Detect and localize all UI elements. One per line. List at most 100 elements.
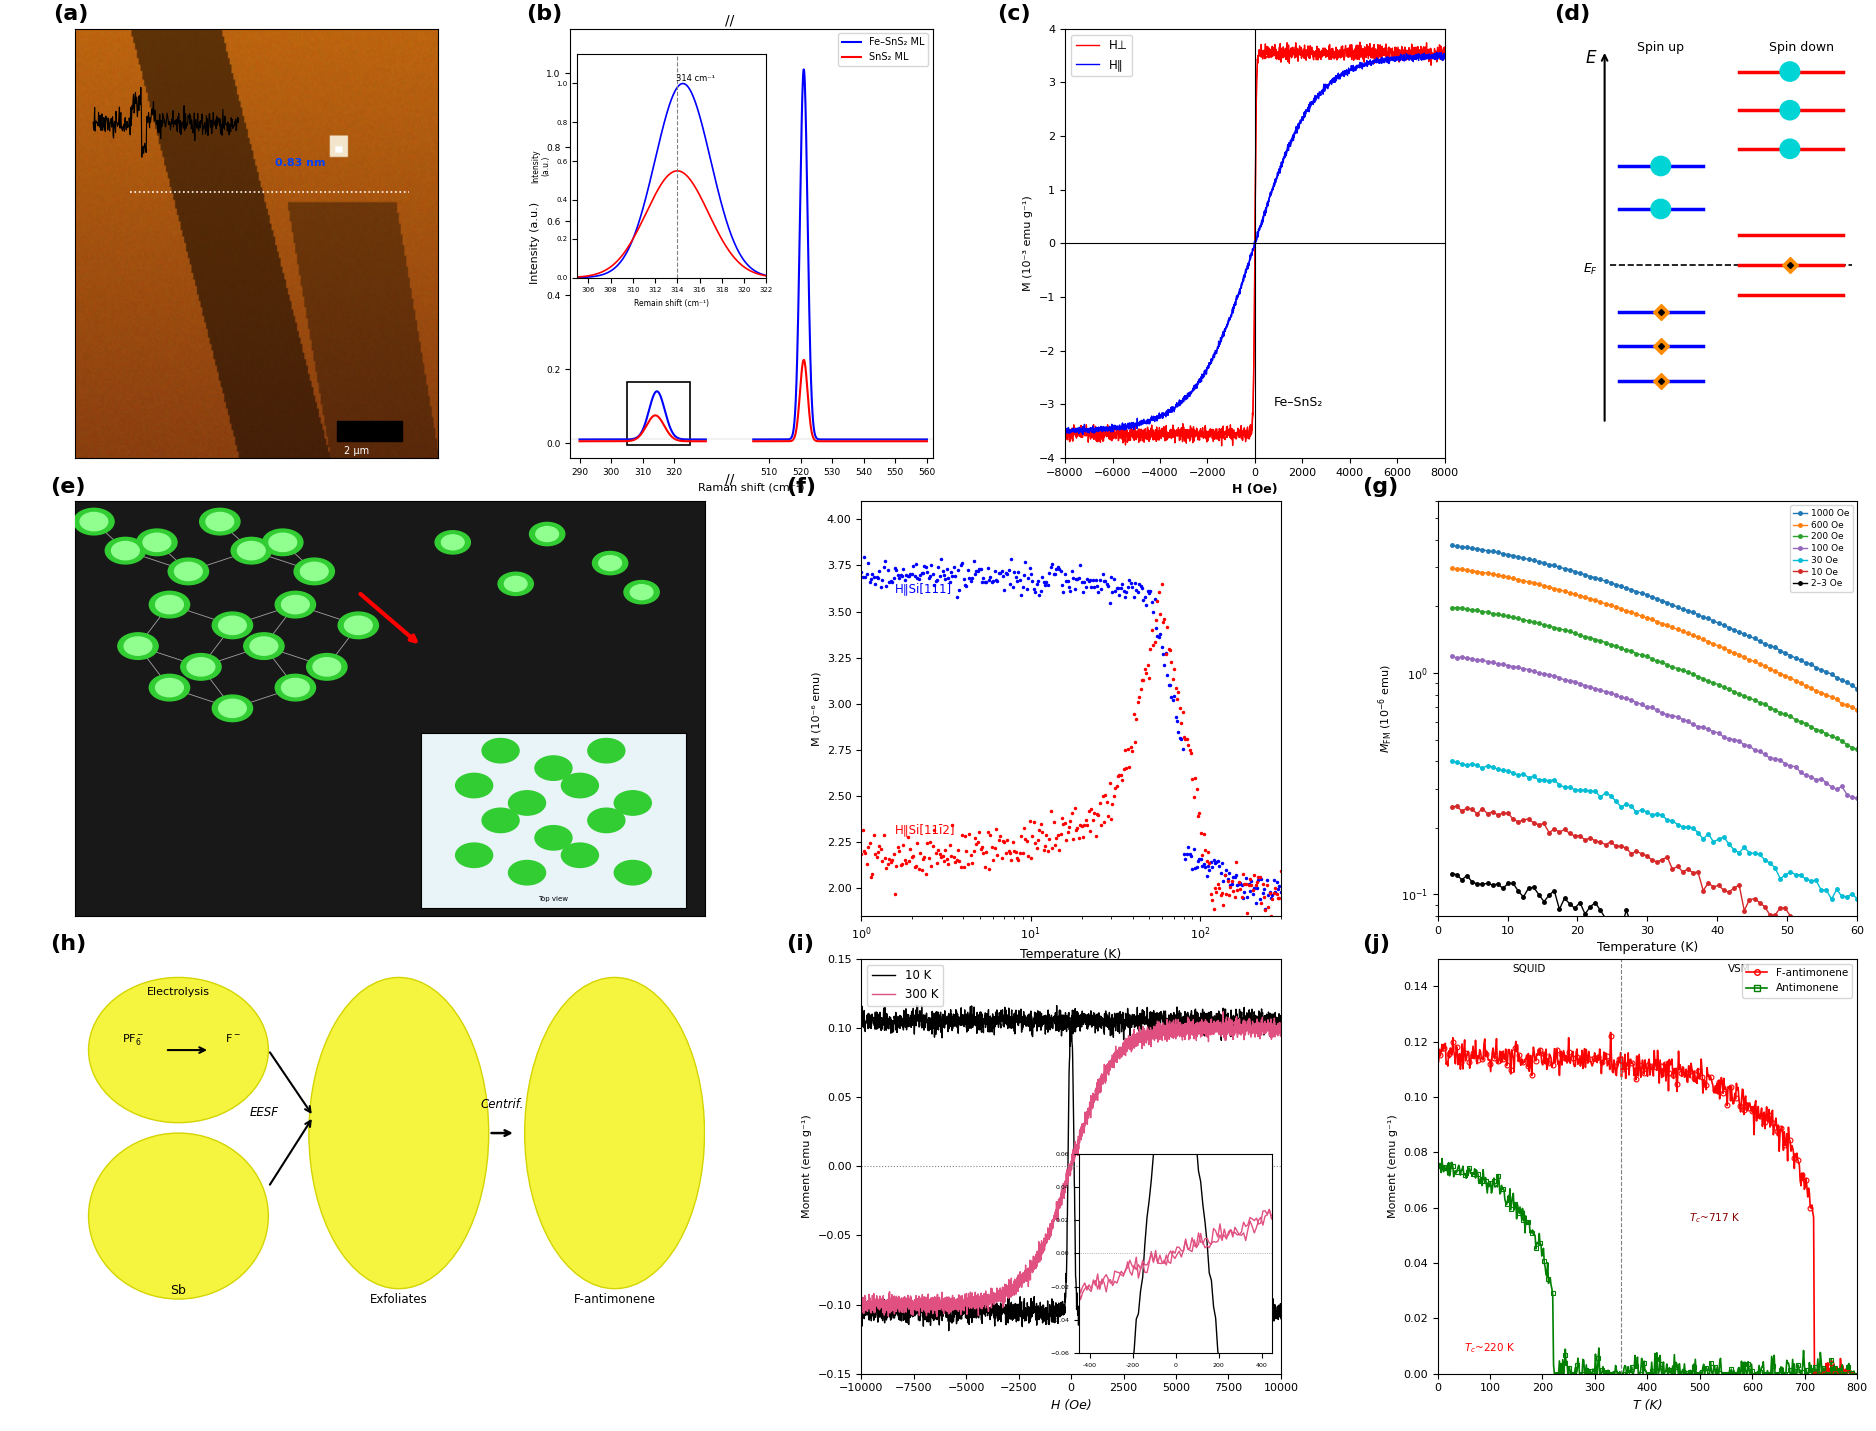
H∥: [1356, 54, 1379, 72]
Line: 2–3 Oe: 2–3 Oe: [1450, 871, 1859, 1056]
Legend: F-antimonene, Antimonene: F-antimonene, Antimonene: [1743, 964, 1852, 997]
Circle shape: [345, 617, 371, 634]
Bar: [336, 421, 401, 441]
H⊥: [1210, 438, 1233, 455]
Y-axis label: Intensity (a.u.): Intensity (a.u.): [531, 202, 540, 285]
Line: H∥: H∥: [1066, 53, 1445, 434]
2–3 Oe: [1621, 914, 1643, 932]
Circle shape: [537, 527, 559, 541]
10 Oe: [1805, 920, 1827, 937]
10 K: [870, 1312, 893, 1329]
10 K: [1043, 1305, 1066, 1322]
Circle shape: [238, 541, 265, 560]
Text: E: E: [1585, 49, 1596, 67]
Line: 100 Oe: 100 Oe: [1450, 655, 1859, 800]
1000 Oe: [1621, 581, 1643, 598]
100 Oe: [1687, 718, 1709, 736]
Text: Exfoliates: Exfoliates: [370, 1292, 428, 1305]
X-axis label: Temperature (K): Temperature (K): [1596, 942, 1698, 954]
Legend: 10 K, 300 K: 10 K, 300 K: [867, 964, 944, 1006]
Circle shape: [73, 508, 114, 535]
Text: (c): (c): [996, 4, 1030, 24]
1000 Oe: [1718, 620, 1741, 637]
H∥: [1351, 54, 1373, 72]
200 Oe: [1702, 674, 1724, 691]
Circle shape: [105, 538, 146, 564]
2–3 Oe: [1681, 940, 1703, 957]
2–3 Oe: [1837, 1046, 1859, 1063]
2–3 Oe: [1799, 977, 1822, 995]
100 Oe: [1846, 790, 1868, 807]
200 Oe: [1799, 718, 1822, 736]
H⊥: [1358, 43, 1381, 60]
300 K: [850, 1298, 872, 1315]
H⊥: [1221, 422, 1244, 439]
Circle shape: [625, 581, 658, 604]
10 K: [1180, 1020, 1203, 1037]
Line: 600 Oe: 600 Oe: [1450, 567, 1859, 711]
10 Oe: [1722, 880, 1745, 897]
Y-axis label: Moment (emu g⁻¹): Moment (emu g⁻¹): [801, 1115, 812, 1218]
300 K: [1270, 1020, 1293, 1037]
Text: Fe–SnS₂: Fe–SnS₂: [1274, 396, 1323, 409]
Text: (g): (g): [1362, 477, 1398, 497]
Ellipse shape: [310, 977, 490, 1289]
Circle shape: [206, 512, 234, 531]
H⊥: [1276, 34, 1298, 52]
Text: Electrolysis: Electrolysis: [146, 987, 210, 997]
Circle shape: [497, 572, 533, 595]
30 Oe: [1687, 824, 1709, 841]
1000 Oe: [1441, 537, 1463, 554]
X-axis label: H (Oe): H (Oe): [1051, 1400, 1092, 1412]
10 Oe: [1846, 950, 1868, 967]
30 Oe: [1681, 819, 1703, 836]
Line: 30 Oe: 30 Oe: [1450, 760, 1859, 902]
Circle shape: [593, 551, 628, 575]
Line: 10 K: 10 K: [861, 1007, 1281, 1331]
100 Oe: [1441, 648, 1463, 665]
1000 Oe: [1846, 680, 1868, 697]
Text: Si (111): Si (111): [525, 887, 568, 897]
Circle shape: [150, 591, 189, 618]
Ellipse shape: [1780, 139, 1799, 159]
100 Oe: [1702, 723, 1724, 740]
600 Oe: [1687, 628, 1709, 645]
Circle shape: [441, 535, 463, 550]
Ellipse shape: [525, 977, 705, 1289]
H∥: [1433, 46, 1456, 63]
Text: //: //: [724, 13, 734, 27]
Text: (a): (a): [53, 4, 88, 24]
Y-axis label: M (10⁻⁶ emu): M (10⁻⁶ emu): [810, 671, 822, 746]
Circle shape: [505, 577, 527, 591]
Ellipse shape: [88, 977, 268, 1123]
Text: Spin up: Spin up: [1638, 41, 1685, 54]
Text: //: //: [724, 472, 734, 487]
Line: 1000 Oe: 1000 Oe: [1450, 544, 1859, 691]
Text: 2 μm: 2 μm: [343, 445, 370, 455]
Circle shape: [219, 700, 246, 717]
H⊥: [1351, 46, 1373, 63]
200 Oe: [1846, 741, 1868, 758]
Text: 0.83 nm: 0.83 nm: [274, 157, 325, 167]
300 K: [1054, 1173, 1077, 1191]
H⊥: [1054, 421, 1077, 438]
30 Oe: [1441, 753, 1463, 770]
Text: H∥Si[11ī2]: H∥Si[11ī2]: [895, 823, 955, 836]
2–3 Oe: [1702, 943, 1724, 960]
2–3 Oe: [1846, 1006, 1868, 1023]
200 Oe: [1621, 643, 1643, 660]
Circle shape: [124, 637, 152, 655]
Text: (e): (e): [51, 477, 86, 497]
Text: (f): (f): [786, 477, 816, 497]
300 K: [878, 1308, 900, 1325]
Text: Centrif.: Centrif.: [480, 1098, 523, 1110]
Text: (i): (i): [786, 934, 814, 954]
H⊥: [1208, 431, 1231, 448]
H⊥: [1433, 41, 1456, 59]
H⊥: [1092, 429, 1114, 446]
10 Oe: [1707, 877, 1730, 894]
30 Oe: [1820, 890, 1842, 907]
Circle shape: [263, 529, 302, 555]
1000 Oe: [1681, 604, 1703, 621]
H∥: [1094, 418, 1116, 435]
